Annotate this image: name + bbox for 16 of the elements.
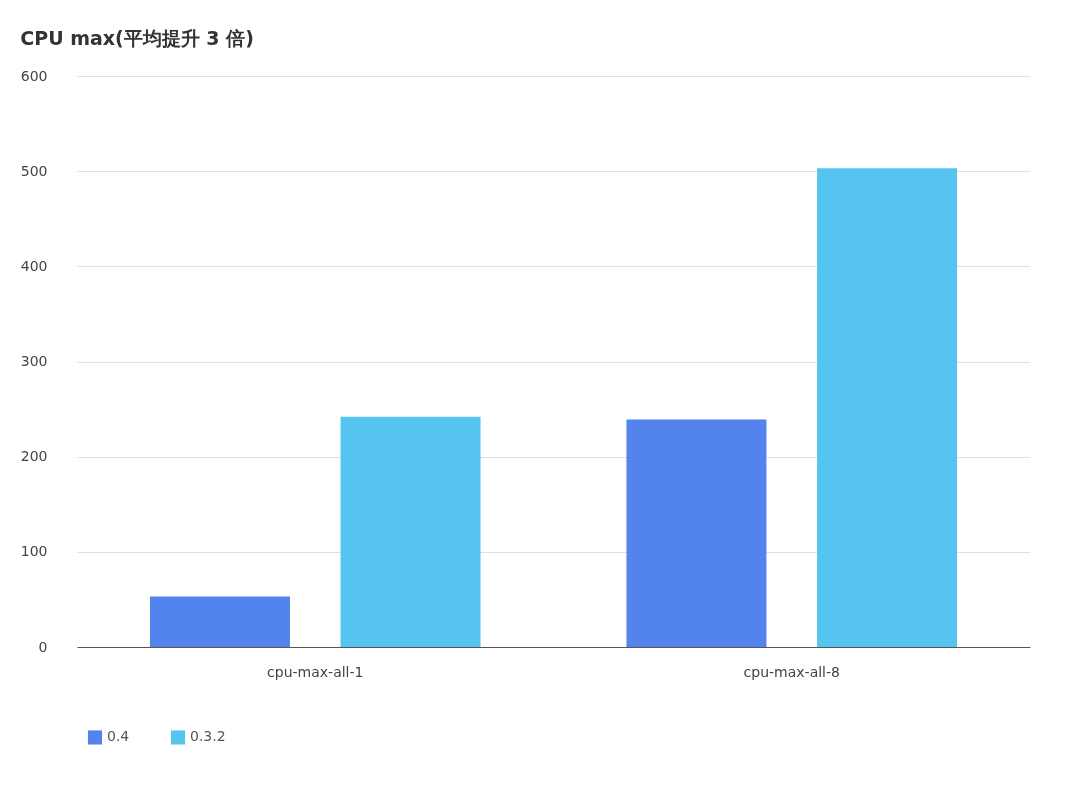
- y-tick-label: 200: [20, 448, 48, 465]
- legend-label: 0.4: [107, 728, 130, 745]
- y-tick-label: 100: [20, 543, 48, 560]
- y-tick-label: 400: [20, 257, 48, 274]
- bar: [817, 168, 958, 647]
- y-tick-label: 600: [20, 67, 48, 84]
- x-tick-label: cpu-max-all-8: [743, 663, 840, 680]
- bar: [340, 416, 481, 647]
- y-tick-label: 0: [38, 638, 48, 655]
- bar: [149, 596, 290, 647]
- legend-label: 0.3.2: [190, 728, 226, 745]
- bar: [626, 419, 767, 647]
- x-tick-label: cpu-max-all-1: [267, 663, 364, 680]
- y-tick-label: 500: [20, 162, 48, 179]
- y-tick-label: 300: [20, 353, 48, 369]
- chart-title: CPU max(平均提升 3 倍): [20, 27, 254, 49]
